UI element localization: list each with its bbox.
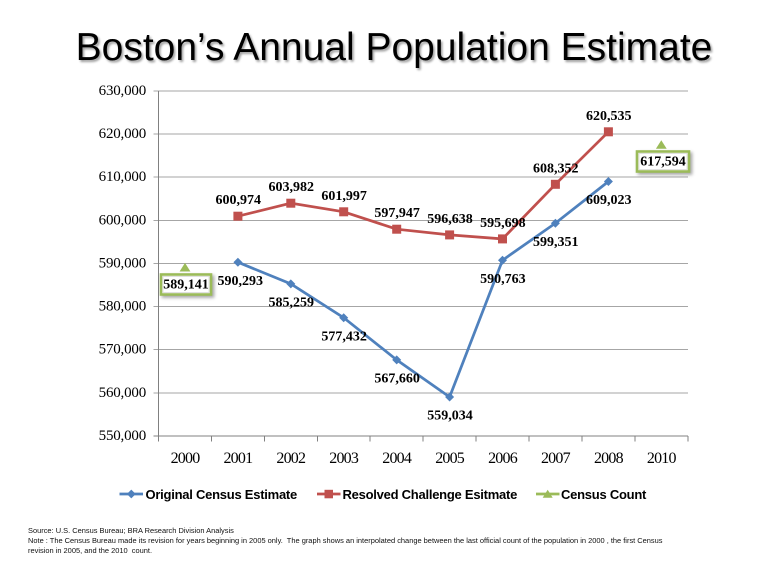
svg-text:601,997: 601,997 [321, 189, 367, 204]
svg-text:597,947: 597,947 [374, 206, 420, 221]
svg-text:2003: 2003 [329, 450, 359, 467]
svg-text:Census Count: Census Count [561, 487, 647, 502]
svg-text:2010: 2010 [647, 450, 677, 467]
svg-text:2008: 2008 [594, 450, 624, 467]
svg-text:Original Census Estimate: Original Census Estimate [146, 487, 298, 502]
svg-text:596,638: 596,638 [427, 212, 473, 227]
svg-text:585,259: 585,259 [268, 296, 314, 311]
svg-text:550,000: 550,000 [99, 428, 146, 444]
svg-text:559,034: 559,034 [427, 409, 473, 424]
svg-text:2001: 2001 [223, 450, 253, 467]
svg-text:2000: 2000 [171, 450, 201, 467]
svg-text:630,000: 630,000 [99, 83, 146, 99]
svg-text:590,293: 590,293 [218, 274, 264, 289]
svg-text:2007: 2007 [541, 450, 571, 467]
svg-text:620,000: 620,000 [99, 126, 146, 142]
svg-text:577,432: 577,432 [321, 329, 367, 344]
svg-text:2004: 2004 [382, 450, 412, 467]
svg-text:617,594: 617,594 [640, 155, 686, 170]
svg-text:570,000: 570,000 [99, 342, 146, 358]
svg-text:600,000: 600,000 [99, 212, 146, 228]
svg-text:567,660: 567,660 [374, 372, 420, 387]
svg-text:2006: 2006 [488, 450, 518, 467]
svg-text:Resolved Challenge Esitmate: Resolved Challenge Esitmate [343, 487, 518, 502]
svg-text:608,352: 608,352 [533, 161, 579, 176]
svg-text:589,141: 589,141 [163, 278, 209, 293]
svg-text:595,698: 595,698 [480, 216, 526, 231]
svg-text:580,000: 580,000 [99, 299, 146, 315]
svg-text:2005: 2005 [435, 450, 465, 467]
svg-text:599,351: 599,351 [533, 235, 579, 250]
svg-text:610,000: 610,000 [99, 169, 146, 185]
svg-text:590,000: 590,000 [99, 255, 146, 271]
svg-text:2002: 2002 [276, 450, 306, 467]
svg-text:600,974: 600,974 [216, 193, 262, 208]
svg-text:560,000: 560,000 [99, 385, 146, 401]
svg-text:590,763: 590,763 [480, 272, 526, 287]
svg-text:603,982: 603,982 [268, 180, 314, 195]
svg-text:620,535: 620,535 [586, 109, 632, 124]
svg-text:609,023: 609,023 [586, 193, 632, 208]
